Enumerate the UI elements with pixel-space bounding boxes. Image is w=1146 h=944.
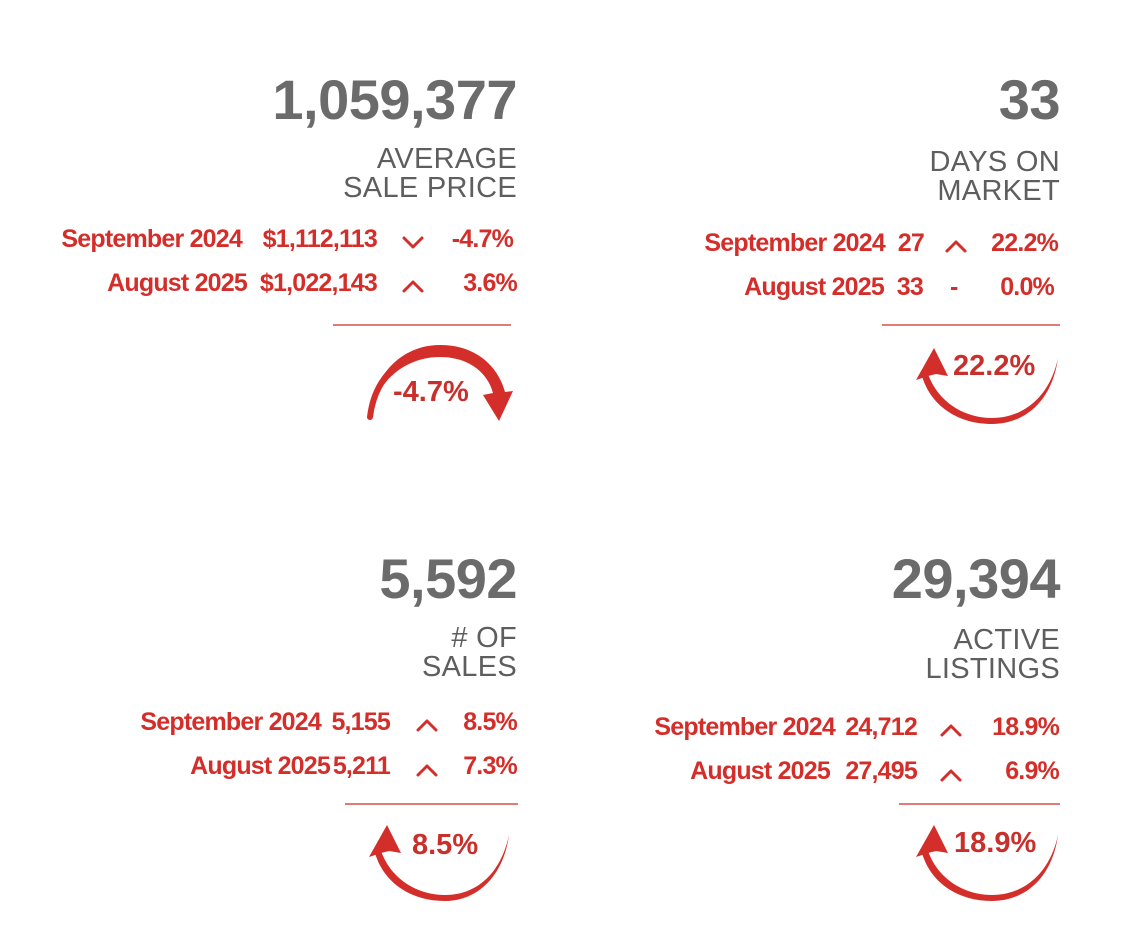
label-line-1: DAYS ON — [929, 146, 1060, 178]
chevron-down-icon — [402, 236, 424, 249]
row1-value: 27 — [897, 229, 925, 257]
row1-period: September 2024 — [61, 225, 242, 253]
row1-value: 24,712 — [845, 713, 917, 741]
row1-pct: -4.7% — [451, 225, 514, 253]
row1-pct: 22.2% — [991, 229, 1059, 257]
row2-pct: 6.9% — [1005, 757, 1060, 785]
no-change-dash: - — [950, 273, 958, 301]
chevron-up-icon — [940, 724, 962, 737]
row2-period: August 2025 — [744, 273, 885, 301]
divider — [333, 324, 511, 326]
curved-arrow-up-icon — [369, 825, 509, 901]
label-line-2: MARKET — [937, 175, 1060, 207]
arc-change-label: 8.5% — [412, 829, 479, 861]
chevron-up-icon — [945, 240, 967, 253]
average-sale-price-panel: 1,059,377 AVERAGE SALE PRICE September 2… — [0, 0, 560, 460]
average-sale-price-value: 1,059,377 — [272, 68, 517, 131]
label-line-2: SALES — [422, 651, 517, 683]
curved-arrow-up-icon — [916, 825, 1058, 901]
row2-period: August 2025 — [190, 752, 331, 780]
row2-value: 5,211 — [332, 752, 391, 780]
chevron-up-icon — [940, 769, 962, 782]
row1-period: September 2024 — [140, 708, 321, 736]
active-listings-panel: 29,394 ACTIVE LISTINGS September 2024 24… — [560, 478, 1120, 938]
active-listings-value: 29,394 — [891, 547, 1061, 610]
chevron-up-icon — [402, 280, 424, 293]
row1-period: September 2024 — [704, 229, 885, 257]
label-line-1: ACTIVE — [953, 624, 1060, 656]
row2-pct: 3.6% — [463, 269, 518, 297]
divider — [345, 803, 518, 805]
arc-change-label: -4.7% — [393, 376, 469, 408]
arc-change-label: 18.9% — [954, 827, 1037, 859]
label-line-2: LISTINGS — [925, 653, 1060, 685]
average-sale-price-label: AVERAGE SALE PRICE — [343, 145, 517, 203]
arc-change-label: 22.2% — [953, 350, 1036, 382]
number-of-sales-value: 5,592 — [379, 547, 517, 610]
curved-arrow-down-icon — [367, 345, 513, 421]
row1-period: September 2024 — [654, 713, 835, 741]
row1-value: $1,112,113 — [262, 225, 378, 253]
row2-period: August 2025 — [107, 269, 248, 297]
number-of-sales-label: # OF SALES — [422, 624, 517, 682]
row1-pct: 8.5% — [463, 708, 518, 736]
row2-period: August 2025 — [690, 757, 831, 785]
row1-value: 5,155 — [331, 708, 390, 736]
active-listings-label: ACTIVE LISTINGS — [925, 626, 1060, 684]
row1-pct: 18.9% — [992, 713, 1060, 741]
days-on-market-value: 33 — [998, 68, 1061, 131]
number-of-sales-panel: 5,592 # OF SALES September 2024 5,155 8.… — [0, 478, 560, 938]
days-on-market-panel: 33 DAYS ON MARKET September 2024 27 22.2… — [560, 0, 1120, 460]
chevron-up-icon — [416, 764, 438, 777]
row2-pct: 7.3% — [463, 752, 518, 780]
row2-pct: 0.0% — [1000, 273, 1055, 301]
row2-value: 27,495 — [845, 757, 917, 785]
row2-value: 33 — [896, 273, 924, 301]
label-line-1: # OF — [451, 622, 517, 654]
chevron-up-icon — [416, 719, 438, 732]
label-line-1: AVERAGE — [376, 143, 517, 175]
days-on-market-label: DAYS ON MARKET — [930, 148, 1060, 206]
divider — [882, 324, 1060, 326]
divider — [899, 803, 1060, 805]
curved-arrow-up-icon — [916, 348, 1058, 424]
row2-value: $1,022,143 — [259, 269, 378, 297]
label-line-2: SALE PRICE — [343, 172, 517, 204]
